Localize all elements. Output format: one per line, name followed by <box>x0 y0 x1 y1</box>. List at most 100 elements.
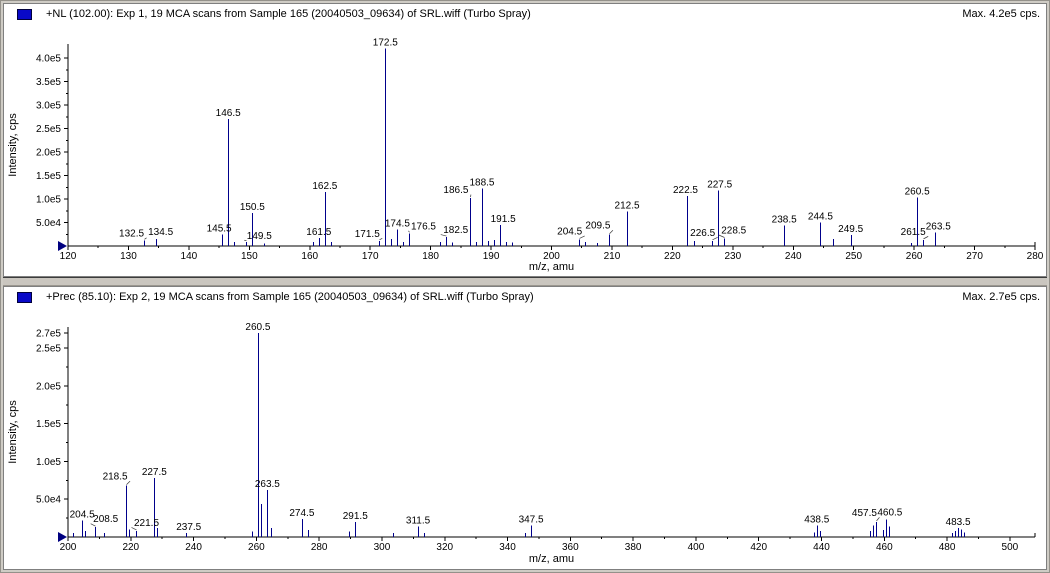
svg-text:m/z, amu: m/z, amu <box>529 261 574 273</box>
peak-label-209.5: 209.5 <box>585 221 610 232</box>
svg-text:1.0e5: 1.0e5 <box>36 457 61 468</box>
svg-text:500: 500 <box>1002 542 1019 553</box>
peaks[interactable] <box>73 333 965 537</box>
tick-labels: 120 130 140 150 160 170 180 190 200 210 220 230 240 2… <box>36 54 1044 262</box>
peak-label-457.5: 457.5 <box>852 508 877 519</box>
peak-label-132.5: 132.5 <box>119 228 144 239</box>
spectrum-plot-2[interactable]: 200 220 240 260 280 300 320 340 360 380 400 420 440 4… <box>4 307 1046 569</box>
spectrum-pane-2: +Prec (85.10): Exp 2, 19 MCA scans from … <box>3 286 1047 570</box>
svg-text:240: 240 <box>785 251 802 262</box>
axes <box>64 44 1036 250</box>
svg-text:300: 300 <box>374 542 391 553</box>
peak-label-149.5: 149.5 <box>247 231 272 242</box>
peak-label-460.5: 460.5 <box>877 508 902 519</box>
pane-title: +Prec (85.10): Exp 2, 19 MCA scans from … <box>46 291 534 303</box>
peak-label-191.5: 191.5 <box>491 214 516 225</box>
svg-text:2.5e5: 2.5e5 <box>36 124 61 135</box>
svg-text:1.5e5: 1.5e5 <box>36 419 61 430</box>
peak-label-260.5: 260.5 <box>905 187 930 198</box>
spectrum-plot-1[interactable]: 120 130 140 150 160 170 180 190 200 210 220 230 240 2… <box>4 24 1046 276</box>
peak-label-208.5: 208.5 <box>93 514 118 525</box>
trace-start-marker-icon <box>58 532 67 542</box>
peak-label-145.5: 145.5 <box>207 223 232 234</box>
svg-text:480: 480 <box>939 542 956 553</box>
max-intensity-label: Max. 4.2e5 cps. <box>962 8 1040 20</box>
peak-label-291.5: 291.5 <box>343 511 368 522</box>
svg-text:2.5e5: 2.5e5 <box>36 344 61 355</box>
peak-label-438.5: 438.5 <box>804 515 829 526</box>
svg-text:200: 200 <box>60 542 77 553</box>
trace-start-marker-icon <box>58 241 67 251</box>
peak-label-311.5: 311.5 <box>406 515 431 526</box>
pane-header-2[interactable]: +Prec (85.10): Exp 2, 19 MCA scans from … <box>4 287 1046 307</box>
peak-label-150.5: 150.5 <box>240 202 265 213</box>
peak-label-237.5: 237.5 <box>176 522 201 533</box>
peak-label-228.5: 228.5 <box>721 225 746 236</box>
svg-text:Intensity, cps: Intensity, cps <box>7 113 19 177</box>
svg-text:220: 220 <box>122 542 139 553</box>
svg-text:380: 380 <box>625 542 642 553</box>
peak-label-182.5: 182.5 <box>443 225 468 236</box>
svg-text:5.0e4: 5.0e4 <box>36 218 61 229</box>
svg-text:3.0e5: 3.0e5 <box>36 101 61 112</box>
svg-text:Intensity, cps: Intensity, cps <box>7 400 19 464</box>
peak-label-263.5: 263.5 <box>255 479 280 490</box>
svg-text:280: 280 <box>311 542 328 553</box>
peak-label-244.5: 244.5 <box>808 212 833 223</box>
peak-label-186.5: 186.5 <box>443 185 468 196</box>
peak-label-188.5: 188.5 <box>469 178 494 189</box>
svg-text:210: 210 <box>604 251 621 262</box>
peak-label-204.5: 204.5 <box>70 509 95 520</box>
max-intensity-label: Max. 2.7e5 cps. <box>962 291 1040 303</box>
svg-text:420: 420 <box>750 542 767 553</box>
peak-label-238.5: 238.5 <box>772 214 797 225</box>
svg-text:200: 200 <box>543 251 560 262</box>
peak-label-leaders <box>144 194 929 242</box>
svg-text:320: 320 <box>436 542 453 553</box>
svg-text:1.0e5: 1.0e5 <box>36 195 61 206</box>
svg-text:5.0e4: 5.0e4 <box>36 495 61 506</box>
peak-label-162.5: 162.5 <box>312 181 337 192</box>
svg-text:280: 280 <box>1027 251 1044 262</box>
svg-text:2.0e5: 2.0e5 <box>36 381 61 392</box>
pane-indicator-icon[interactable] <box>17 291 32 303</box>
svg-text:140: 140 <box>181 251 198 262</box>
peak-label-161.5: 161.5 <box>306 227 331 238</box>
svg-text:130: 130 <box>120 251 137 262</box>
peaks[interactable] <box>144 48 936 246</box>
svg-text:170: 170 <box>362 251 379 262</box>
pane-splitter[interactable] <box>3 277 1047 286</box>
svg-text:1.5e5: 1.5e5 <box>36 171 61 182</box>
peak-label-221.5: 221.5 <box>134 518 159 529</box>
svg-text:190: 190 <box>483 251 500 262</box>
peak-label-227.5: 227.5 <box>707 180 732 191</box>
tick-labels: 200 220 240 260 280 300 320 340 360 380 400 420 440 4… <box>36 329 1019 553</box>
peak-label-347.5: 347.5 <box>519 515 544 526</box>
peak-label-212.5: 212.5 <box>615 201 640 212</box>
peak-label-249.5: 249.5 <box>838 224 863 235</box>
spectrum-pane-1: +NL (102.00): Exp 1, 19 MCA scans from S… <box>3 3 1047 277</box>
svg-text:120: 120 <box>60 251 77 262</box>
svg-text:2.0e5: 2.0e5 <box>36 148 61 159</box>
svg-text:2.7e5: 2.7e5 <box>36 329 61 340</box>
svg-text:270: 270 <box>966 251 983 262</box>
svg-text:340: 340 <box>499 542 516 553</box>
pane-header-1[interactable]: +NL (102.00): Exp 1, 19 MCA scans from S… <box>4 4 1046 24</box>
svg-text:160: 160 <box>301 251 318 262</box>
axis-titles: m/z, amu Intensity, cps <box>7 113 574 273</box>
svg-text:360: 360 <box>562 542 579 553</box>
svg-text:4.0e5: 4.0e5 <box>36 54 61 65</box>
peak-label-204.5: 204.5 <box>557 226 582 237</box>
peak-labels: 132.5 134.5 145.5 146.5 149.5 150.5 161.5 162.5… <box>119 38 951 242</box>
peak-label-146.5: 146.5 <box>216 108 241 119</box>
peak-label-227.5: 227.5 <box>142 467 167 478</box>
svg-text:m/z, amu: m/z, amu <box>529 553 574 565</box>
pane-indicator-icon[interactable] <box>17 8 32 20</box>
peak-label-222.5: 222.5 <box>673 185 698 196</box>
peak-label-176.5: 176.5 <box>411 221 436 232</box>
svg-text:250: 250 <box>845 251 862 262</box>
axis-titles: m/z, amu Intensity, cps <box>7 400 574 565</box>
peak-label-leaders <box>90 480 880 531</box>
peak-label-260.5: 260.5 <box>245 322 270 333</box>
